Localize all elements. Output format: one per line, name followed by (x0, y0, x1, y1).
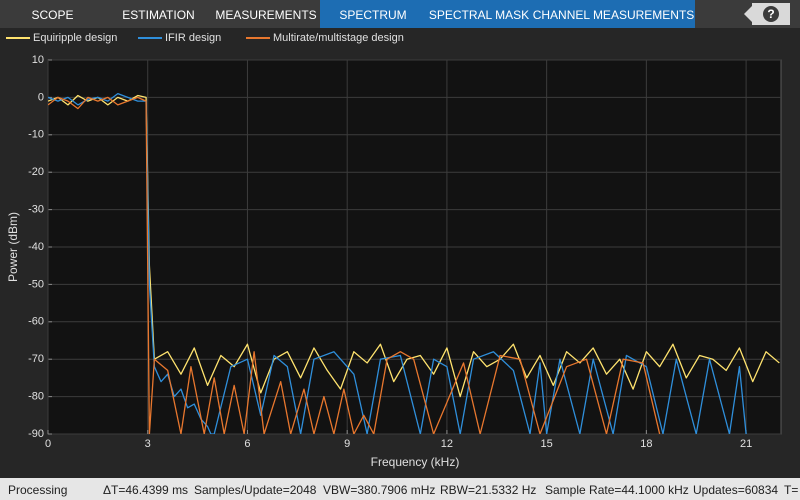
tab[interactable]: ESTIMATION (105, 0, 212, 28)
y-tick-label: 10 (32, 54, 44, 66)
x-tick-label: 6 (244, 438, 250, 450)
toolbar: SCOPE ESTIMATION MEASUREMENTS SPECTRUM SPECT… (0, 0, 800, 28)
x-tick-label: 9 (344, 438, 350, 450)
x-tick-label: 15 (541, 438, 553, 450)
status-item: Updates=60834 (693, 483, 779, 497)
tab[interactable]: SPECTRUM (320, 0, 426, 28)
status-item: Processing (8, 483, 68, 497)
x-tick-label: 12 (441, 438, 453, 450)
tab[interactable]: CHANNEL MEASUREMENTS (532, 0, 695, 28)
x-tick-label: 21 (740, 438, 752, 450)
y-tick-label: -40 (28, 241, 44, 253)
y-axis-label: Power (dBm) (6, 212, 20, 282)
y-tick-label: -50 (28, 278, 44, 290)
status-item: Samples/Update=2048 (194, 483, 317, 497)
plot-lines (48, 93, 780, 434)
y-tick-label: -10 (28, 129, 44, 141)
tab[interactable]: SCOPE (0, 0, 105, 28)
series-line (48, 96, 661, 434)
legend-label: Multirate/multistage design (273, 32, 404, 44)
y-tick-label: -30 (28, 204, 44, 216)
legend-label: IFIR design (165, 32, 221, 44)
status-item: T= (784, 483, 799, 497)
y-tick-label: -70 (28, 353, 44, 365)
legend-label: Equiripple design (33, 32, 117, 44)
y-tick-label: 0 (38, 91, 44, 103)
y-tick-label: -20 (28, 166, 44, 178)
status-item: Sample Rate=44.1000 kHz (545, 483, 689, 497)
series-line (48, 93, 747, 434)
status-item: RBW=21.5332 Hz (440, 483, 537, 497)
x-axis-label: Frequency (kHz) (371, 455, 460, 469)
x-tick-label: 0 (45, 438, 51, 450)
tab[interactable]: SPECTRAL MASK (426, 0, 532, 28)
status-bar: Processing ΔT=46.4399 ms Samples/Update=20… (0, 478, 800, 500)
series-line (48, 94, 780, 398)
y-tick-label: -80 (28, 391, 44, 403)
y-tick-label: -90 (28, 428, 44, 440)
status-item: ΔT=46.4399 ms (103, 483, 189, 497)
tab[interactable]: MEASUREMENTS (212, 0, 320, 28)
help-button[interactable]: ? (763, 6, 779, 22)
x-tick-label: 18 (640, 438, 652, 450)
chart: Frequency (kHz) Power (dBm) 10 0 -10 -20 -30… (0, 28, 800, 478)
y-tick-label: -60 (28, 316, 44, 328)
status-item: VBW=380.7906 mHz (323, 483, 436, 497)
help-arrow[interactable] (744, 6, 752, 22)
x-tick-label: 3 (145, 438, 151, 450)
